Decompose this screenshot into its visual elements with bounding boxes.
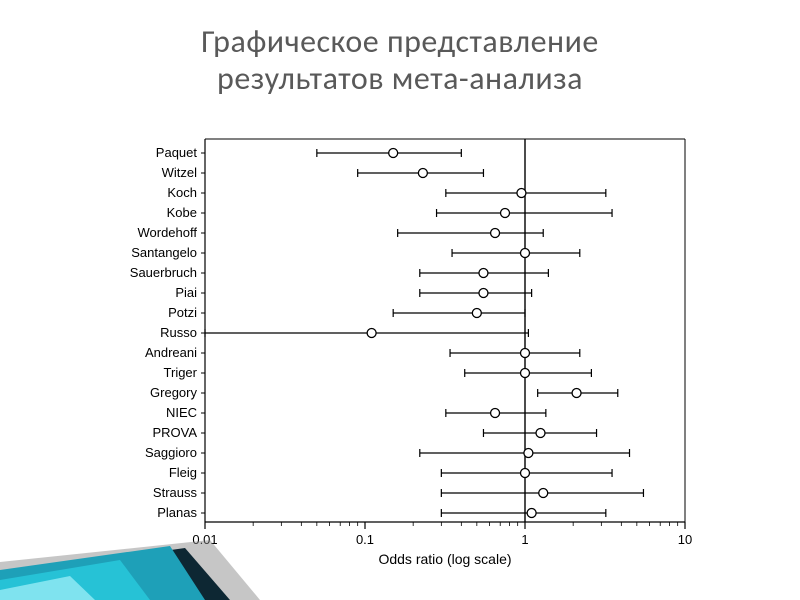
xtick-label: 1 — [521, 532, 528, 547]
odds-ratio-marker — [491, 229, 500, 238]
study-label: Wordehoff — [137, 225, 197, 240]
study-label: NIEC — [166, 405, 197, 420]
odds-ratio-marker — [539, 489, 548, 498]
x-axis-label: Odds ratio (log scale) — [378, 551, 511, 567]
study-label: Saggioro — [145, 445, 197, 460]
study-label: Gregory — [150, 385, 197, 400]
odds-ratio-marker — [389, 149, 398, 158]
odds-ratio-marker — [524, 449, 533, 458]
odds-ratio-marker — [479, 289, 488, 298]
odds-ratio-marker — [501, 209, 510, 218]
odds-ratio-marker — [521, 469, 530, 478]
odds-ratio-marker — [418, 169, 427, 178]
xtick-label: 0.01 — [192, 532, 217, 547]
study-label: Russo — [160, 325, 197, 340]
odds-ratio-marker — [536, 429, 545, 438]
odds-ratio-marker — [491, 409, 500, 418]
odds-ratio-marker — [521, 349, 530, 358]
study-label: Andreani — [145, 345, 197, 360]
study-label: Koch — [167, 185, 197, 200]
study-label: Piai — [175, 285, 197, 300]
title-line-1: Графическое представление — [201, 22, 599, 61]
odds-ratio-marker — [521, 369, 530, 378]
odds-ratio-marker — [517, 189, 526, 198]
study-label: Witzel — [162, 165, 198, 180]
xtick-label: 0.1 — [356, 532, 374, 547]
odds-ratio-marker — [479, 269, 488, 278]
study-label: Planas — [157, 505, 197, 520]
study-label: PROVA — [152, 425, 197, 440]
study-label: Potzi — [168, 305, 197, 320]
odds-ratio-marker — [521, 249, 530, 258]
study-label: Triger — [164, 365, 198, 380]
odds-ratio-marker — [472, 309, 481, 318]
study-label: Kobe — [167, 205, 197, 220]
title-line-2: результатов мета-анализа — [217, 59, 583, 98]
slide-title: Графическое представление результатов ме… — [0, 24, 800, 98]
xtick-label: 10 — [678, 532, 692, 547]
forest-plot-svg: 0.01 0.1 1 10 Odds ratio (log scale) Paquet Wi… — [90, 130, 700, 570]
study-label: Fleig — [169, 465, 197, 480]
odds-ratio-marker — [572, 389, 581, 398]
odds-ratio-marker — [367, 329, 376, 338]
study-label: Sauerbruch — [130, 265, 197, 280]
study-label: Paquet — [156, 145, 198, 160]
study-label: Strauss — [153, 485, 198, 500]
study-label: Santangelo — [131, 245, 197, 260]
forest-plot: 0.01 0.1 1 10 Odds ratio (log scale) Paquet Wi… — [90, 130, 700, 570]
odds-ratio-marker — [527, 509, 536, 518]
